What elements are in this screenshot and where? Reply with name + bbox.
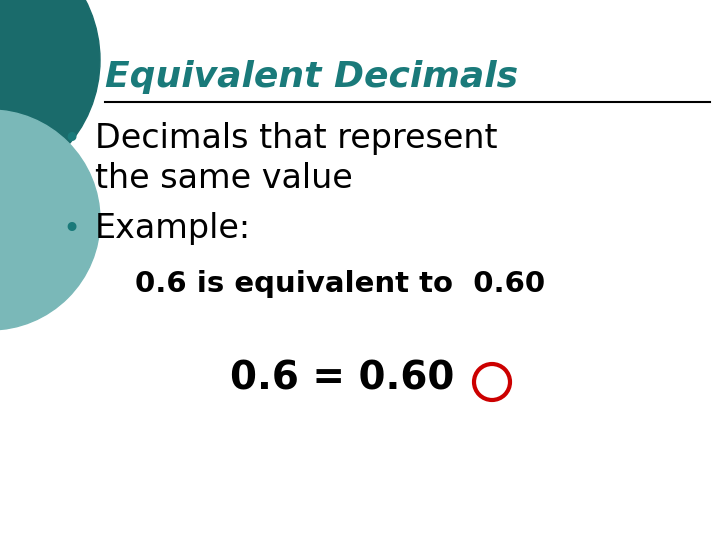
Text: Decimals that represent: Decimals that represent	[95, 122, 498, 155]
Circle shape	[0, 0, 100, 190]
Text: •: •	[62, 125, 80, 154]
Text: the same value: the same value	[95, 162, 353, 195]
Text: 0.6 is equivalent to  0.60: 0.6 is equivalent to 0.60	[135, 270, 545, 298]
Text: 0.6 = 0.60: 0.6 = 0.60	[230, 360, 454, 398]
Text: Example:: Example:	[95, 212, 251, 245]
Text: •: •	[62, 215, 80, 244]
Circle shape	[0, 110, 100, 330]
Text: Equivalent Decimals: Equivalent Decimals	[105, 60, 518, 94]
